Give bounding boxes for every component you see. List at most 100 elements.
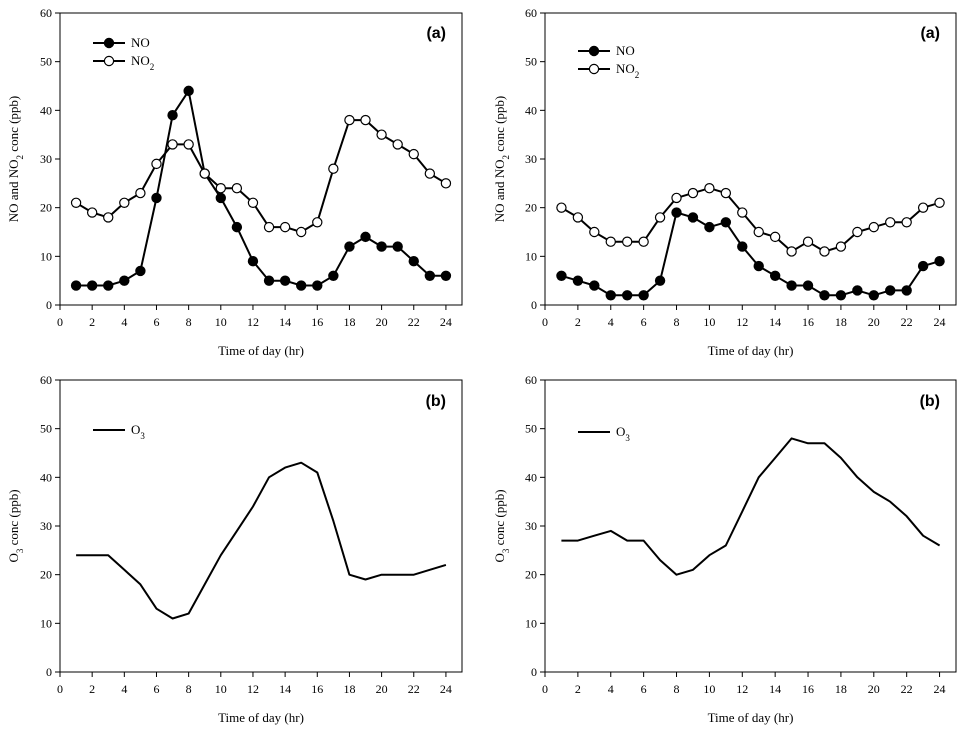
series-no2-point xyxy=(638,236,649,247)
legend-label: NO2 xyxy=(131,53,154,72)
x-tick-label: 4 xyxy=(608,682,614,696)
series-no-point xyxy=(296,280,307,291)
y-tick-label: 0 xyxy=(46,665,52,679)
series-no2-point xyxy=(802,236,814,247)
legend-marker xyxy=(103,37,115,49)
series-no2-point xyxy=(183,139,194,150)
series-no-point xyxy=(572,275,584,286)
y-tick-label: 50 xyxy=(525,422,537,436)
legend-marker xyxy=(588,63,600,75)
series-no-point xyxy=(183,85,194,97)
series-no-point xyxy=(835,290,847,301)
x-axis-label: Time of day (hr) xyxy=(218,710,304,725)
panel-tag: (b) xyxy=(426,393,446,410)
series-no-point xyxy=(312,280,323,291)
series-no-point xyxy=(151,192,162,204)
series-no-point xyxy=(720,217,732,228)
plot-frame xyxy=(59,12,463,306)
legend-label: O3 xyxy=(131,422,145,441)
x-tick-label: 18 xyxy=(835,682,847,696)
legend-label: NO xyxy=(616,43,635,58)
series-no-point xyxy=(687,212,699,223)
x-tick-label: 0 xyxy=(57,682,63,696)
series-o3 xyxy=(561,437,941,576)
series-no2-point xyxy=(769,231,781,243)
series-no2-point xyxy=(167,139,178,150)
series-no-point xyxy=(360,231,371,243)
series-no2-point xyxy=(215,182,226,194)
legend-entry-o3: O3 xyxy=(93,422,145,441)
x-tick-label: 12 xyxy=(247,682,259,696)
series-no-point xyxy=(70,280,82,291)
legend-entry-no2: NO2 xyxy=(578,61,639,80)
x-tick-label: 6 xyxy=(153,315,159,329)
y-tick-label: 40 xyxy=(40,470,52,484)
x-tick-label: 22 xyxy=(901,682,913,696)
x-tick-label: 4 xyxy=(608,315,614,329)
series-no-point xyxy=(231,221,243,233)
x-tick-label: 20 xyxy=(376,315,388,329)
series-no2-point xyxy=(408,148,419,160)
series-no xyxy=(556,207,945,301)
series-no2-point xyxy=(70,197,82,208)
x-tick-label: 10 xyxy=(215,682,227,696)
y-axis-label: NO and NO2 conc (ppb) xyxy=(492,96,511,223)
y-axis-label: NO and NO2 conc (ppb) xyxy=(6,96,25,223)
y-tick-label: 10 xyxy=(525,249,537,263)
series-no2-point xyxy=(605,236,616,247)
series-no xyxy=(70,85,452,291)
plot-frame xyxy=(544,379,957,673)
series-no2-point xyxy=(720,187,732,199)
series-no-point xyxy=(135,265,146,277)
series-no2-point xyxy=(934,197,945,208)
x-tick-label: 4 xyxy=(121,682,127,696)
legend-label: O3 xyxy=(616,424,630,443)
series-no-point xyxy=(704,221,715,233)
series-no-point xyxy=(167,109,178,121)
x-tick-label: 2 xyxy=(89,315,95,329)
x-tick-label: 2 xyxy=(575,682,581,696)
x-tick-label: 8 xyxy=(186,682,192,696)
x-axis-label: Time of day (hr) xyxy=(218,343,304,358)
x-tick-label: 18 xyxy=(343,682,355,696)
x-tick-label: 0 xyxy=(542,682,548,696)
series-no-point xyxy=(852,285,863,296)
series-no-point xyxy=(392,241,403,252)
x-tick-label: 10 xyxy=(703,682,715,696)
y-tick-label: 30 xyxy=(525,152,537,166)
legend-entry-no: NO xyxy=(93,35,150,50)
series-no2-point xyxy=(622,236,633,247)
series-no2-point xyxy=(737,207,748,218)
series-no-point xyxy=(901,285,912,296)
series-no-point xyxy=(424,270,436,281)
y-axis-label: O3 conc (ppb) xyxy=(492,489,511,562)
panel-tag: (b) xyxy=(920,393,940,410)
x-tick-label: 16 xyxy=(311,682,323,696)
series-no2-point xyxy=(312,217,323,228)
series-no2-point xyxy=(296,226,307,238)
series-no2-point xyxy=(263,221,275,233)
x-tick-label: 24 xyxy=(934,315,946,329)
x-tick-label: 8 xyxy=(674,682,680,696)
series-no2-point xyxy=(199,168,210,179)
y-tick-label: 20 xyxy=(525,201,537,215)
panel-tag: (a) xyxy=(426,25,446,42)
legend-marker xyxy=(588,45,600,57)
y-tick-label: 20 xyxy=(40,568,52,582)
y-axis-label: O3 conc (ppb) xyxy=(6,489,25,562)
series-no2 xyxy=(70,114,452,238)
y-tick-label: 0 xyxy=(46,298,52,312)
legend-label: NO xyxy=(131,35,150,50)
x-tick-label: 12 xyxy=(736,682,748,696)
x-tick-label: 4 xyxy=(121,315,127,329)
series-no2-point xyxy=(917,202,929,213)
series-no2-point xyxy=(279,221,291,233)
y-tick-label: 60 xyxy=(40,6,52,20)
legend-entry-no2: NO2 xyxy=(93,53,154,72)
plot-frame xyxy=(544,12,957,306)
x-tick-label: 14 xyxy=(769,682,781,696)
y-tick-label: 10 xyxy=(40,616,52,630)
series-no-point xyxy=(344,241,355,252)
